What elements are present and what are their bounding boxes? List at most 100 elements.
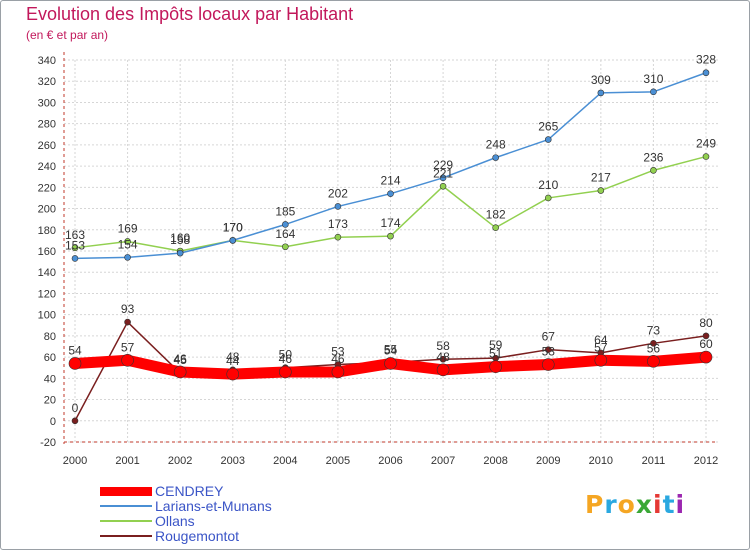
x-tick-label: 2002 (168, 455, 192, 467)
data-label: 170 (223, 220, 243, 234)
data-label: 229 (433, 158, 453, 172)
data-label: 154 (118, 237, 138, 251)
data-point (492, 154, 499, 161)
data-point (124, 254, 131, 261)
data-point (544, 194, 552, 202)
data-label: 55 (384, 342, 398, 356)
y-tick-label: 160 (38, 246, 56, 258)
data-point (121, 353, 134, 367)
logo-letter: P (585, 490, 605, 519)
data-point (541, 358, 555, 371)
data-point (282, 243, 289, 251)
data-point (282, 221, 289, 228)
data-label: 54 (68, 343, 82, 357)
data-point (71, 417, 79, 425)
y-tick-label: 60 (44, 352, 56, 364)
data-point (124, 318, 131, 326)
data-label: 67 (542, 330, 556, 344)
data-point (387, 232, 394, 240)
legend-item: Larians-et-Munans (100, 499, 360, 514)
data-point (279, 365, 292, 379)
y-tick-label: 20 (44, 395, 56, 407)
y-tick-label: 200 (38, 204, 56, 216)
data-label: 158 (170, 233, 190, 247)
x-tick-label: 2007 (431, 455, 455, 467)
data-label: 56 (647, 341, 661, 355)
data-point (439, 174, 447, 182)
data-point (71, 255, 79, 262)
x-tick-label: 2011 (642, 455, 666, 467)
data-label: 46 (331, 352, 345, 366)
legend-item: Rougemontot (100, 529, 360, 544)
data-label: 182 (486, 208, 506, 222)
legend-swatch (100, 535, 152, 537)
data-label: 217 (591, 171, 611, 185)
y-tick-label: 240 (38, 161, 56, 173)
legend-swatch (100, 487, 152, 496)
data-label: 160 (170, 231, 190, 245)
legend-swatch (100, 505, 152, 507)
data-point (702, 153, 710, 160)
y-tick-label: -20 (40, 437, 56, 449)
y-tick-label: 80 (44, 331, 56, 343)
data-point (439, 182, 447, 190)
legend-swatch (100, 520, 152, 522)
y-tick-label: 100 (38, 310, 56, 322)
logo-letter: o (617, 490, 636, 519)
data-point (544, 346, 552, 353)
data-point (702, 69, 710, 77)
data-label: 59 (489, 338, 503, 352)
data-label: 64 (594, 333, 608, 347)
data-label: 93 (121, 302, 135, 316)
chart-title: Evolution des Impôts locaux par Habitant (26, 4, 354, 24)
data-label: 214 (380, 174, 400, 188)
data-label: 54 (384, 343, 398, 357)
data-label: 328 (696, 53, 716, 67)
x-tick-label: 2008 (483, 455, 507, 467)
legend-label: CENDREY (155, 483, 224, 499)
data-label: 210 (538, 178, 558, 192)
y-tick-label: 120 (38, 288, 56, 300)
data-point (387, 190, 394, 197)
data-point (647, 355, 660, 368)
data-point (650, 340, 657, 347)
y-tick-label: 220 (38, 182, 56, 194)
data-label: 248 (486, 138, 506, 152)
data-label: 45 (173, 353, 187, 367)
logo-letter: i (653, 490, 663, 519)
legend-label: Larians-et-Munans (155, 498, 272, 514)
data-label: 44 (226, 354, 240, 368)
legend-label: Ollans (155, 513, 195, 529)
x-tick-label: 2005 (326, 455, 350, 467)
data-label: 80 (699, 316, 713, 330)
logo-letter: t (662, 490, 676, 519)
data-point (173, 365, 187, 379)
data-point (334, 203, 342, 210)
y-tick-label: 300 (38, 97, 56, 109)
data-label: 265 (538, 120, 558, 134)
data-label: 164 (275, 227, 295, 241)
data-point (699, 350, 713, 364)
data-label: 163 (65, 228, 85, 242)
data-label: 60 (699, 337, 713, 351)
data-label: 46 (279, 352, 293, 366)
data-label: 51 (489, 347, 503, 361)
x-tick-label: 2012 (694, 455, 718, 467)
data-point (650, 88, 657, 96)
data-label: 57 (121, 340, 135, 354)
data-label: 73 (647, 323, 661, 337)
data-point (439, 355, 447, 363)
data-point (68, 357, 82, 370)
y-tick-label: 260 (38, 140, 56, 152)
data-label: 50 (279, 348, 293, 362)
data-label: 46 (173, 352, 187, 366)
data-point (544, 136, 552, 143)
data-label: 309 (591, 73, 611, 87)
data-label: 174 (380, 216, 400, 230)
data-label: 0 (72, 401, 79, 415)
chart-legend: CENDREY Larians-et-Munans Ollans Rougemonto… (100, 484, 360, 544)
data-point (124, 238, 131, 245)
data-point (176, 249, 184, 257)
x-tick-label: 2006 (378, 455, 402, 467)
